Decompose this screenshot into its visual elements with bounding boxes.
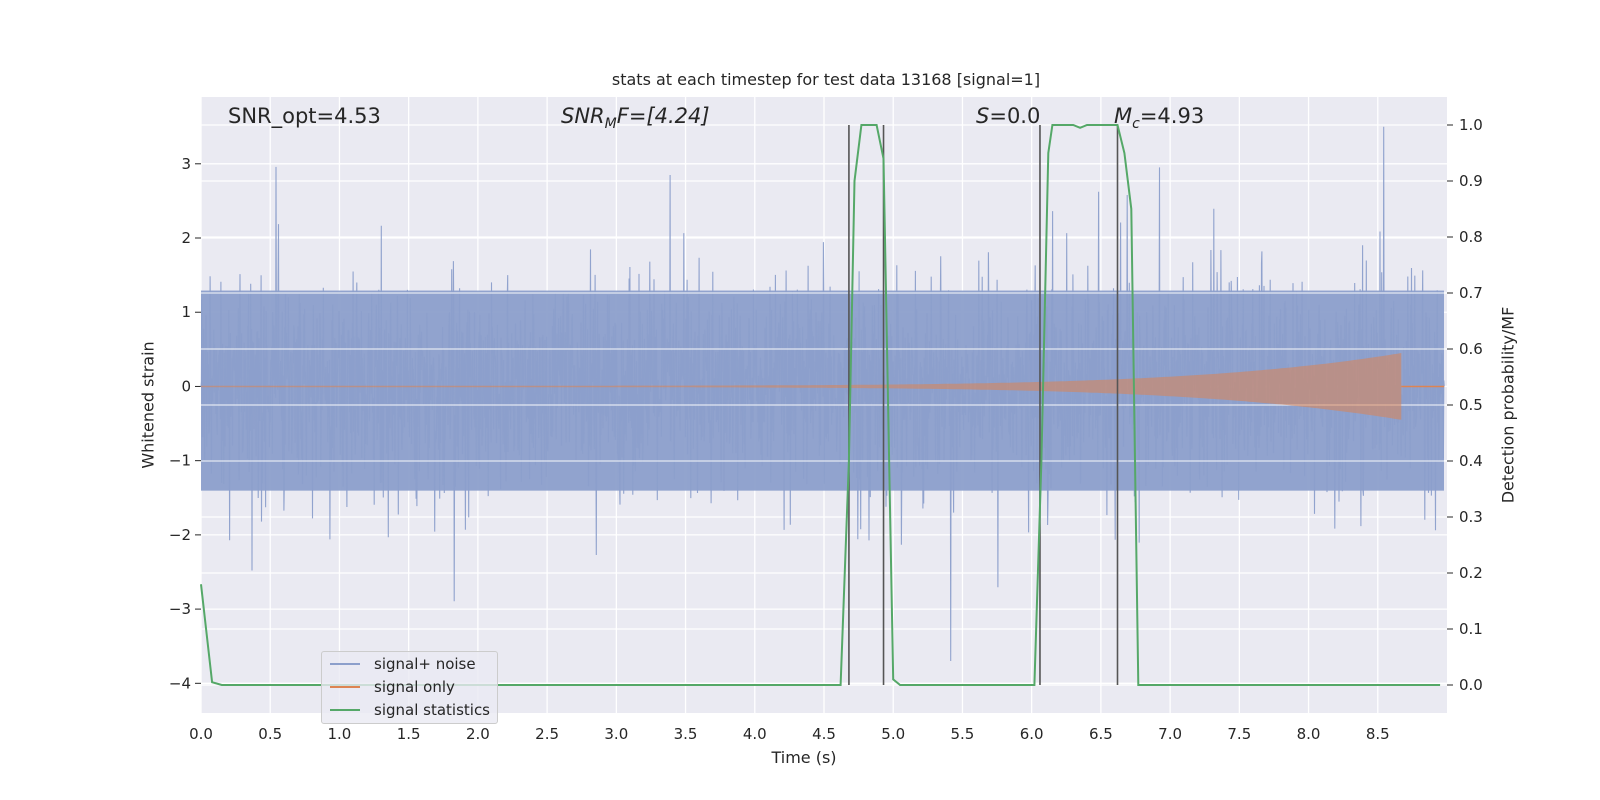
annotation-snr-mf-symbol: SNR: [561, 104, 605, 128]
y-left-tick-label: 1: [181, 303, 191, 321]
y-right-tick-label: 0.3: [1459, 508, 1483, 526]
legend-label-signal-noise: signal+ noise: [374, 655, 476, 673]
annotation-mc-value: =4.93: [1139, 104, 1205, 128]
x-tick-label: 0.5: [258, 725, 282, 743]
y-left-tick-label: −2: [169, 526, 191, 544]
x-tick-label: 7.0: [1158, 725, 1182, 743]
x-tick-label: 8.0: [1297, 725, 1321, 743]
annotation-s: S=0.0: [976, 104, 1040, 128]
x-tick-label: 2.0: [466, 725, 490, 743]
y-right-tick-label: 0.8: [1459, 228, 1483, 246]
y-axis-left-label: Whitened strain: [138, 341, 158, 469]
annotation-mc: Mc=4.93: [1114, 104, 1204, 132]
legend: signal+ noise signal only signal statist…: [321, 651, 498, 724]
annotation-snr-mf: SNRMF=[4.24]: [561, 104, 710, 132]
x-tick-label: 5.0: [881, 725, 905, 743]
x-tick-label: 1.5: [397, 725, 421, 743]
y-right-tick-label: 0.4: [1459, 452, 1483, 470]
x-tick-label: 5.5: [951, 725, 975, 743]
annotation-snr-mf-subscript: M: [604, 116, 617, 133]
signal-statistics-line: [200, 124, 1441, 686]
y-right-tick-label: 0.7: [1459, 284, 1483, 302]
y-left-tick-label: 3: [181, 155, 191, 173]
annotation-snr-opt: SNR_opt=4.53: [228, 104, 381, 128]
y-right-tick-label: 0.9: [1459, 172, 1483, 190]
y-left-tick-label: −1: [169, 452, 191, 470]
signal-only-envelope: [201, 353, 1402, 420]
x-tick-label: 6.0: [1020, 725, 1044, 743]
legend-item-signal-statistics: signal statistics: [330, 700, 490, 720]
x-tick-label: 1.0: [328, 725, 352, 743]
y-axis-right-label: Detection probability/MF: [1498, 306, 1518, 504]
annotation-mc-subscript: c: [1132, 116, 1140, 133]
legend-swatch-signal-only: [330, 686, 360, 688]
y-right-tick-label: 0.1: [1459, 620, 1483, 638]
legend-label-signal-only: signal only: [374, 678, 455, 696]
y-right-tick-label: 0.5: [1459, 396, 1483, 414]
y-right-tick-label: 1.0: [1459, 116, 1483, 134]
x-tick-label: 6.5: [1089, 725, 1113, 743]
x-axis-label: Time (s): [771, 748, 837, 767]
legend-swatch-signal-noise: [330, 663, 360, 665]
legend-label-signal-statistics: signal statistics: [374, 701, 491, 719]
y-right-tick-label: 0.6: [1459, 340, 1483, 358]
y-left-tick-label: −4: [169, 674, 191, 692]
annotation-mc-symbol: M: [1114, 104, 1133, 128]
x-tick-label: 2.5: [535, 725, 559, 743]
x-tick-label: 4.0: [743, 725, 767, 743]
annotation-snr-mf-F: F=[4.24]: [616, 104, 710, 128]
x-tick-label: 3.5: [674, 725, 698, 743]
chart-title: stats at each timestep for test data 131…: [611, 70, 1041, 89]
legend-item-signal-only: signal only: [330, 677, 455, 697]
y-left-tick-label: 2: [181, 229, 191, 247]
y-left-tick-label: −3: [169, 600, 191, 618]
x-tick-label: 8.5: [1366, 725, 1390, 743]
annotation-s-symbol: S: [976, 104, 990, 128]
y-right-tick-label: 0.2: [1459, 564, 1483, 582]
annotation-s-value: =0.0: [989, 104, 1041, 128]
x-tick-label: 4.5: [812, 725, 836, 743]
y-right-tick-label: 0.0: [1459, 676, 1483, 694]
y-left-tick-label: 0: [181, 377, 191, 395]
x-tick-label: 7.5: [1227, 725, 1251, 743]
legend-swatch-signal-statistics: [330, 709, 360, 711]
x-tick-label: 3.0: [604, 725, 628, 743]
legend-item-signal-noise: signal+ noise: [330, 654, 476, 674]
x-tick-label: 0.0: [189, 725, 213, 743]
